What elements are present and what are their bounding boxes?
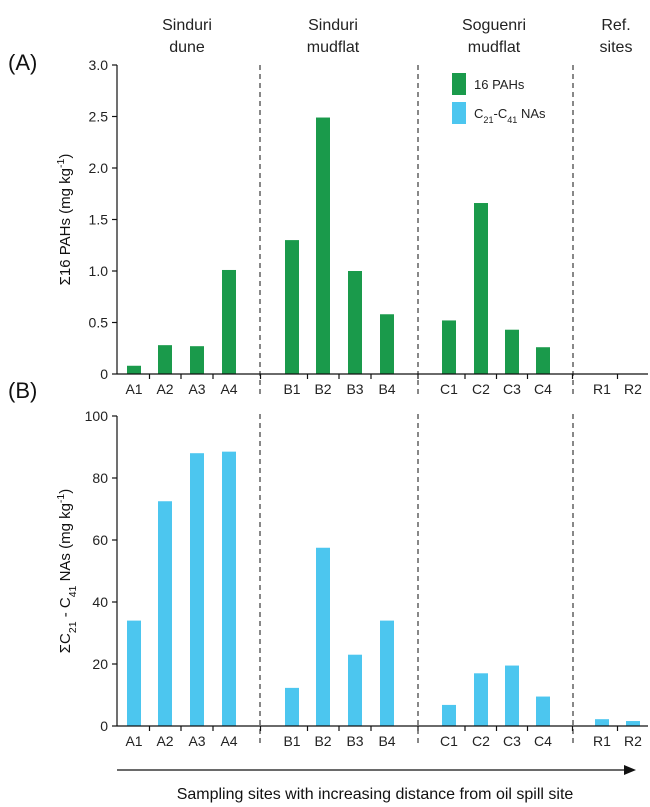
panelB-category-label-b1: B1 [283,733,300,749]
panelB-y-tick-label: 20 [92,656,108,672]
panelA-bar-a1 [127,365,141,374]
legend-label-nas: C21-C41 NAs [474,106,546,125]
legend-swatch-nas [452,102,466,124]
panelA-category-label-c4: C4 [534,381,552,397]
panelA-category-label-c2: C2 [472,381,490,397]
panelB-category-label-a3: A3 [188,733,205,749]
panel-b-y-axis-title: ΣC21 - C41 NAs (mg kg-1) [55,489,79,654]
panelA-y-tick-label: 2.0 [89,160,109,176]
legend: 16 PAHs C21-C41 NAs [452,73,546,125]
panelB-category-label-b4: B4 [378,733,395,749]
panelA-bar-c3 [505,329,519,374]
group-label-sinduri-mudflat-2: mudflat [307,39,360,56]
panelA-category-label-c1: C1 [440,381,458,397]
group-headers: Sinduri dune Sinduri mudflat Soguenri mu… [162,17,632,56]
panelB-category-label-b2: B2 [314,733,331,749]
panelA-category-label-a2: A2 [156,381,173,397]
panel-a-y-axis-title: Σ16 PAHs (mg kg-1) [55,154,74,286]
panelB-bar-a4 [222,451,236,726]
panelA-category-label-a4: A4 [220,381,237,397]
group-label-ref-sites-1: Ref. [601,17,630,34]
panelA-bar-a3 [190,346,204,374]
panelB-y-tick-label: 60 [92,532,108,548]
group-label-sinduri-dune-2: dune [169,39,205,56]
group-label-sinduri-mudflat-1: Sinduri [308,17,358,34]
panelA-bar-b2 [316,117,330,374]
panelB-bar-b3 [348,654,362,726]
distance-arrow-head [624,765,636,775]
panelA-category-label-b2: B2 [314,381,331,397]
group-label-ref-sites-2: sites [600,39,633,56]
panelB-y-tick-label: 80 [92,470,108,486]
panelB-bar-c1 [442,704,456,726]
panel-a: (A) Σ16 PAHs (mg kg-1) 0 0.5 1.0 1.5 2.0 2.5 3… [8,50,648,397]
panelB-category-label-a1: A1 [125,733,142,749]
panelA-category-label-r1: R1 [593,381,611,397]
legend-swatch-pah [452,73,466,95]
panelB-category-label-r1: R1 [593,733,611,749]
panelA-y-axis-title-text: Σ16 PAHs (mg kg-1) [55,154,74,286]
panelA-y-tick-label: 1.0 [89,263,109,279]
panelA-bar-b1 [285,240,299,374]
panelA-bar-b4 [380,314,394,374]
panelB-bar-a1 [127,620,141,726]
panelA-category-label-a1: A1 [125,381,142,397]
panelA-bar-b3 [348,271,362,374]
panelA-bar-a2 [158,345,172,374]
panelA-category-label-b1: B1 [283,381,300,397]
panel-a-axes: 0 0.5 1.0 1.5 2.0 2.5 3.0 A1 A2 A3 A4 B1 B2 B3 B4 C1 C2 C… [89,57,648,397]
panelA-bar-c4 [536,347,550,374]
panelB-y-tick-label: 100 [85,408,109,424]
panelB-category-label-c2: C2 [472,733,490,749]
panel-b-tag: (B) [8,378,37,403]
panelB-bar-c3 [505,665,519,726]
panelB-category-label-a2: A2 [156,733,173,749]
panelB-y-axis-title-text: ΣC21 - C41 NAs (mg kg-1) [55,489,79,654]
panelA-category-label-b3: B3 [346,381,363,397]
panel-b-bars [127,451,640,726]
panelB-bar-b2 [316,547,330,726]
panelB-bar-r1 [595,719,609,726]
panel-a-bars [127,117,550,374]
panelB-bar-b4 [380,620,394,726]
panelB-y-tick-label: 40 [92,594,108,610]
panelA-y-tick-label: 2.5 [89,109,109,125]
panelB-category-label-a4: A4 [220,733,237,749]
panelA-y-tick-label: 0 [100,366,108,382]
panelB-bar-r2 [626,721,640,726]
panelB-bar-a2 [158,501,172,726]
group-label-soguenri-mudflat-1: Soguenri [462,17,526,34]
panel-a-tag: (A) [8,50,37,75]
panelA-category-label-c3: C3 [503,381,521,397]
panel-b-axes: 0 20 40 60 80 100 A1 A2 A3 A4 B1 B2 B3 B4 C1 C2 C3 C4 R1 R2 [85,408,648,749]
bottom-caption: Sampling sites with increasing distance … [177,786,574,803]
panelA-bar-c1 [442,320,456,374]
group-label-sinduri-dune-1: Sinduri [162,17,212,34]
panelA-bar-a4 [222,269,236,374]
panelA-y-tick-label: 0.5 [89,315,109,331]
panelA-y-tick-label: 3.0 [89,57,109,73]
panelB-category-label-c1: C1 [440,733,458,749]
group-label-soguenri-mudflat-2: mudflat [468,39,521,56]
panelB-bar-a3 [190,453,204,726]
panelA-category-label-r2: R2 [624,381,642,397]
panelB-category-label-c3: C3 [503,733,521,749]
legend-label-pah: 16 PAHs [474,77,525,92]
panelA-category-label-a3: A3 [188,381,205,397]
panelA-y-tick-label: 1.5 [89,212,109,228]
group-dividers [259,65,574,745]
panelB-category-label-r2: R2 [624,733,642,749]
panelA-category-label-b4: B4 [378,381,395,397]
panelB-bar-c2 [474,673,488,726]
panelA-bar-c2 [474,203,488,374]
panelB-y-tick-label: 0 [100,718,108,734]
panel-b: (B) ΣC21 - C41 NAs (mg kg-1) 0 20 40 60 80 10… [8,378,648,749]
panelB-category-label-c4: C4 [534,733,552,749]
distance-arrow [117,765,636,775]
panelB-bar-b1 [285,687,299,726]
panelB-category-label-b3: B3 [346,733,363,749]
panelB-bar-c4 [536,696,550,726]
